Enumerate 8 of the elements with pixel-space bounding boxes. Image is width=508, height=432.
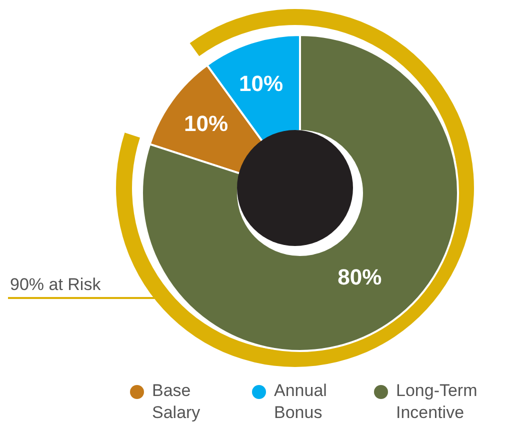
legend-label: Annual Bonus: [274, 380, 328, 424]
legend-label: Base Salary: [152, 380, 202, 424]
data-label: 10%: [184, 110, 228, 136]
text: 90% at Risk: [10, 275, 102, 294]
donut-slice: [141, 34, 459, 352]
data-label: 10%: [238, 70, 284, 96]
legend-label: Long-Term Incentive: [396, 380, 478, 424]
data-label: 80%: [338, 264, 382, 290]
